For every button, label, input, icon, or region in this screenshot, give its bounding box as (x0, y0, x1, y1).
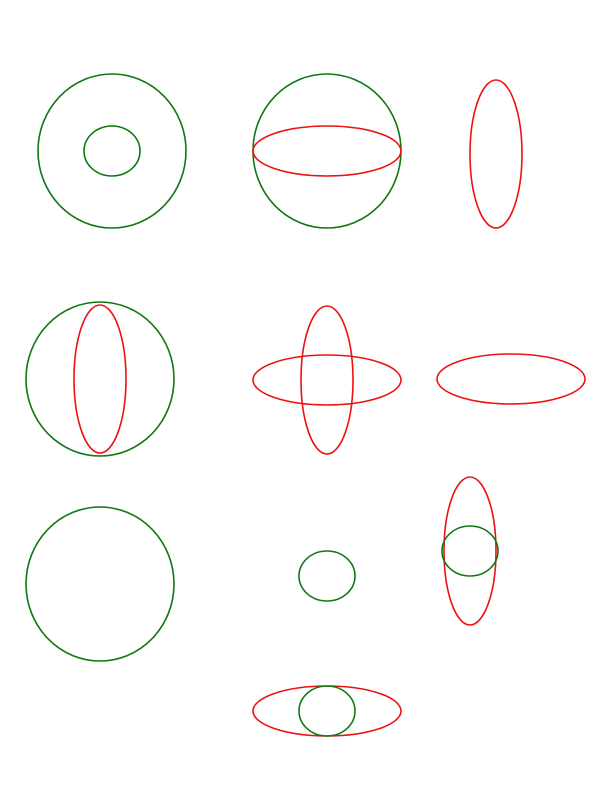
horizontal-red-ellipse (252, 354, 402, 406)
vertical-red-ellipse (443, 476, 497, 626)
small-green-circle (298, 685, 356, 737)
large-circle-with-small-green-circle (37, 73, 187, 229)
horizontal-red-ellipse-with-small-green-circle (252, 685, 402, 737)
small-green-circle-alone (298, 550, 356, 602)
large-green-circle (25, 506, 175, 662)
vertical-red-ellipse (300, 305, 354, 455)
large-green-circle-alone (25, 506, 175, 662)
vertical-red-ellipse (469, 79, 523, 229)
small-green-circle (83, 125, 141, 177)
large-circle-with-horizontal-red-ellipse (252, 73, 402, 229)
horizontal-red-ellipse-alone (436, 353, 586, 405)
figures-layer (25, 73, 586, 737)
large-circle-with-vertical-red-ellipse (25, 301, 175, 457)
small-green-circle (441, 525, 499, 577)
large-green-circle (37, 73, 187, 229)
horizontal-red-ellipse (252, 125, 402, 177)
small-green-circle (298, 550, 356, 602)
horizontal-red-ellipse (436, 353, 586, 405)
vertical-red-ellipse (73, 304, 127, 454)
crossed-red-ellipses (252, 305, 402, 455)
large-green-circle (25, 301, 175, 457)
vertical-red-ellipse-alone (469, 79, 523, 229)
vertical-red-ellipse-with-small-green-circle (441, 476, 499, 626)
